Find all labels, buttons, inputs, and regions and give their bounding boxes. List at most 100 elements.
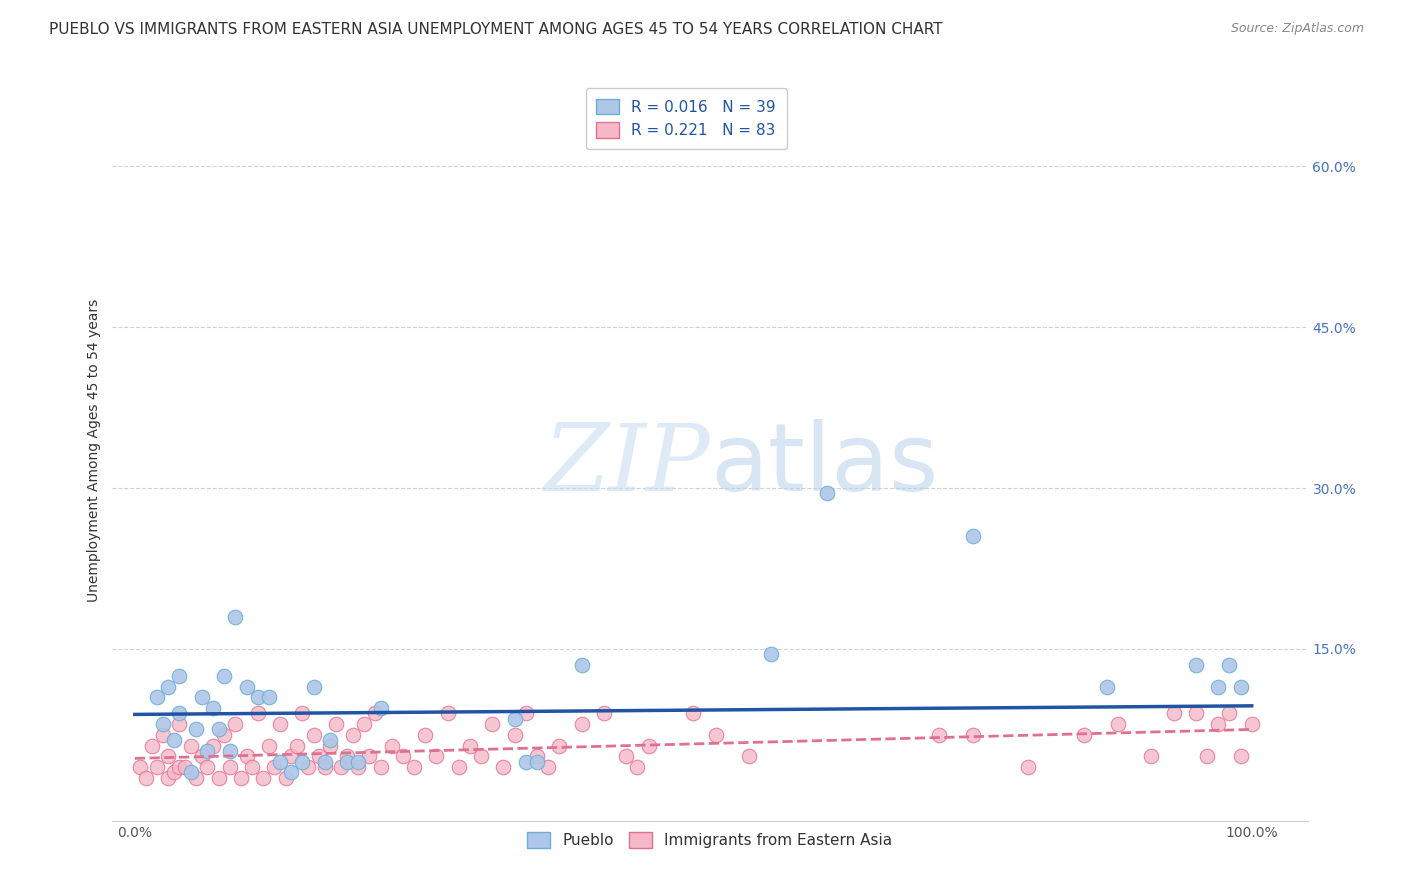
Point [353, 717, 375, 731]
Point [163, 733, 186, 747]
Point [302, 728, 325, 742]
Point [593, 706, 616, 721]
Point [470, 749, 492, 764]
Point [626, 760, 648, 774]
Point [157, 680, 180, 694]
Point [962, 529, 984, 543]
Point [526, 755, 548, 769]
Point [492, 760, 515, 774]
Point [359, 749, 381, 764]
Point [1229, 680, 1251, 694]
Point [157, 771, 180, 785]
Point [285, 739, 308, 753]
Point [152, 728, 174, 742]
Point [537, 760, 560, 774]
Point [370, 701, 392, 715]
Point [738, 749, 761, 764]
Point [186, 771, 208, 785]
Point [308, 749, 330, 764]
Point [235, 680, 257, 694]
Point [152, 717, 174, 731]
Point [1240, 717, 1263, 731]
Point [364, 706, 387, 721]
Point [240, 760, 263, 774]
Point [1095, 680, 1118, 694]
Point [314, 755, 336, 769]
Point [815, 486, 838, 500]
Point [1107, 717, 1129, 731]
Point [503, 728, 526, 742]
Point [704, 728, 727, 742]
Point [1017, 760, 1039, 774]
Point [1073, 728, 1095, 742]
Point [174, 760, 197, 774]
Point [201, 739, 224, 753]
Point [257, 690, 280, 705]
Point [436, 706, 458, 721]
Point [392, 749, 415, 764]
Point [962, 728, 984, 742]
Point [207, 723, 229, 737]
Point [197, 744, 219, 758]
Point [186, 723, 208, 737]
Point [515, 755, 537, 769]
Point [291, 755, 314, 769]
Point [169, 669, 191, 683]
Point [257, 739, 280, 753]
Point [1218, 706, 1240, 721]
Point [761, 648, 783, 662]
Point [135, 771, 157, 785]
Point [342, 728, 364, 742]
Point [212, 669, 235, 683]
Y-axis label: Unemployment Among Ages 45 to 54 years: Unemployment Among Ages 45 to 54 years [87, 299, 101, 602]
Point [381, 739, 404, 753]
Point [425, 749, 447, 764]
Point [212, 728, 235, 742]
Point [269, 717, 291, 731]
Point [224, 609, 246, 624]
Point [637, 739, 659, 753]
Point [458, 739, 481, 753]
Point [347, 760, 370, 774]
Point [280, 749, 302, 764]
Point [235, 749, 257, 764]
Point [347, 755, 370, 769]
Text: Source: ZipAtlas.com: Source: ZipAtlas.com [1230, 22, 1364, 36]
Point [314, 760, 336, 774]
Point [146, 760, 169, 774]
Point [481, 717, 503, 731]
Point [246, 690, 269, 705]
Point [218, 744, 240, 758]
Point [1206, 717, 1229, 731]
Point [682, 706, 704, 721]
Point [169, 760, 191, 774]
Point [129, 760, 152, 774]
Point [336, 749, 359, 764]
Point [402, 760, 425, 774]
Point [1229, 749, 1251, 764]
Point [1206, 680, 1229, 694]
Point [197, 760, 219, 774]
Point [146, 690, 169, 705]
Point [291, 706, 314, 721]
Point [319, 733, 342, 747]
Point [246, 706, 269, 721]
Point [571, 717, 593, 731]
Text: PUEBLO VS IMMIGRANTS FROM EASTERN ASIA UNEMPLOYMENT AMONG AGES 45 TO 54 YEARS CO: PUEBLO VS IMMIGRANTS FROM EASTERN ASIA U… [49, 22, 943, 37]
Point [614, 749, 637, 764]
Point [280, 765, 302, 780]
Point [180, 765, 202, 780]
Point [515, 706, 537, 721]
Point [526, 749, 548, 764]
Point [201, 701, 224, 715]
Point [269, 755, 291, 769]
Point [302, 680, 325, 694]
Point [330, 760, 353, 774]
Point [1218, 658, 1240, 673]
Point [180, 739, 202, 753]
Point [163, 765, 186, 780]
Point [1197, 749, 1219, 764]
Point [1185, 658, 1208, 673]
Point [157, 749, 180, 764]
Point [370, 760, 392, 774]
